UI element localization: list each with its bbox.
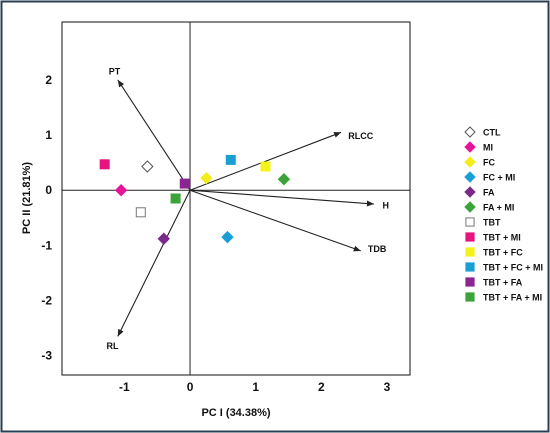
legend-swatch-ctl [464, 126, 476, 138]
legend-label-tbt-fc-mi: TBT + FC + MI [483, 263, 543, 273]
legend-swatch-tbt-fc [465, 247, 475, 257]
y-tick-label: -1 [41, 238, 52, 252]
y-axis-label: PC II (21.81%) [21, 162, 33, 234]
legend-label-tbt-fa-mi: TBT + FA + MI [483, 293, 542, 303]
point-fa-mi [277, 172, 291, 186]
point-mi [114, 184, 128, 197]
vector-tdb [189, 189, 361, 252]
legend-swatch-tbt [465, 217, 475, 227]
vector-rlcc [189, 131, 342, 191]
vector-pt [117, 79, 191, 191]
legend-label-tbt: TBT [483, 218, 501, 228]
legend-swatch-tbt-mi [465, 232, 475, 242]
vector-label-pt: PT [109, 67, 121, 77]
point-tbt-fc-mi [225, 154, 236, 165]
legend-swatch-fc [464, 156, 476, 168]
legend-label-ctl: CTL [483, 128, 501, 138]
x-tick-label: -1 [119, 380, 130, 394]
x-tick-label: 0 [187, 380, 194, 394]
x-tick-label: 2 [318, 380, 325, 394]
y-tick-label: 1 [45, 128, 52, 142]
legend-swatch-fa-mi [464, 201, 476, 213]
legend-label-fc-mi: FC + MI [483, 173, 515, 183]
point-fc [200, 171, 213, 185]
x-tick-label: 1 [252, 380, 259, 394]
legend-label-fa-mi: FA + MI [483, 203, 514, 213]
data-points [99, 154, 291, 245]
legend-swatch-tbt-fc-mi [465, 262, 475, 272]
point-ctl [141, 160, 154, 173]
legend-swatch-tbt-fa [465, 277, 475, 287]
vector-h [189, 189, 374, 207]
tick-labels: -1 0 1 2 3 2 1 0 -1 -2 -3 [41, 73, 390, 394]
y-tick-label: 0 [45, 183, 52, 197]
legend-swatch-fc-mi [464, 171, 476, 183]
legend-label-tbt-fa: TBT + FA [483, 278, 523, 288]
legend-swatch-tbt-fa-mi [465, 292, 475, 302]
legend-label-tbt-mi: TBT + MI [483, 233, 521, 243]
vector-label-h: H [382, 201, 389, 211]
loading-vectors: PT RLCC H TDB RL [107, 67, 389, 351]
vector-label-rl: RL [107, 341, 119, 351]
vector-label-rlcc: RLCC [348, 131, 373, 141]
point-tbt [135, 207, 146, 218]
x-axis-label: PC I (34.38%) [201, 407, 270, 419]
legend-label-tbt-fc: TBT + FC [483, 248, 523, 258]
legend-label-fc: FC [483, 158, 495, 168]
y-tick-label: -2 [41, 294, 52, 308]
y-tick-label: 2 [45, 73, 52, 87]
point-fa [157, 232, 170, 245]
point-tbt-mi [99, 159, 110, 170]
legend-label-mi: MI [483, 143, 493, 153]
point-tbt-fc [260, 161, 271, 172]
vector-rl [117, 189, 191, 337]
legend-label-fa: FA [483, 188, 495, 198]
point-tbt-fa-mi [170, 193, 181, 204]
x-tick-label: 3 [384, 380, 391, 394]
legend: CTL MI FC FC + MI FA FA + MI TBT TBT + MI TBT + … [464, 126, 543, 303]
legend-swatch-fa [464, 186, 476, 198]
vector-label-tdb: TDB [368, 244, 387, 254]
legend-swatch-mi [464, 141, 476, 153]
point-tbt-fa [179, 178, 190, 189]
point-fc-mi [221, 230, 234, 244]
y-tick-label: -3 [41, 349, 52, 363]
